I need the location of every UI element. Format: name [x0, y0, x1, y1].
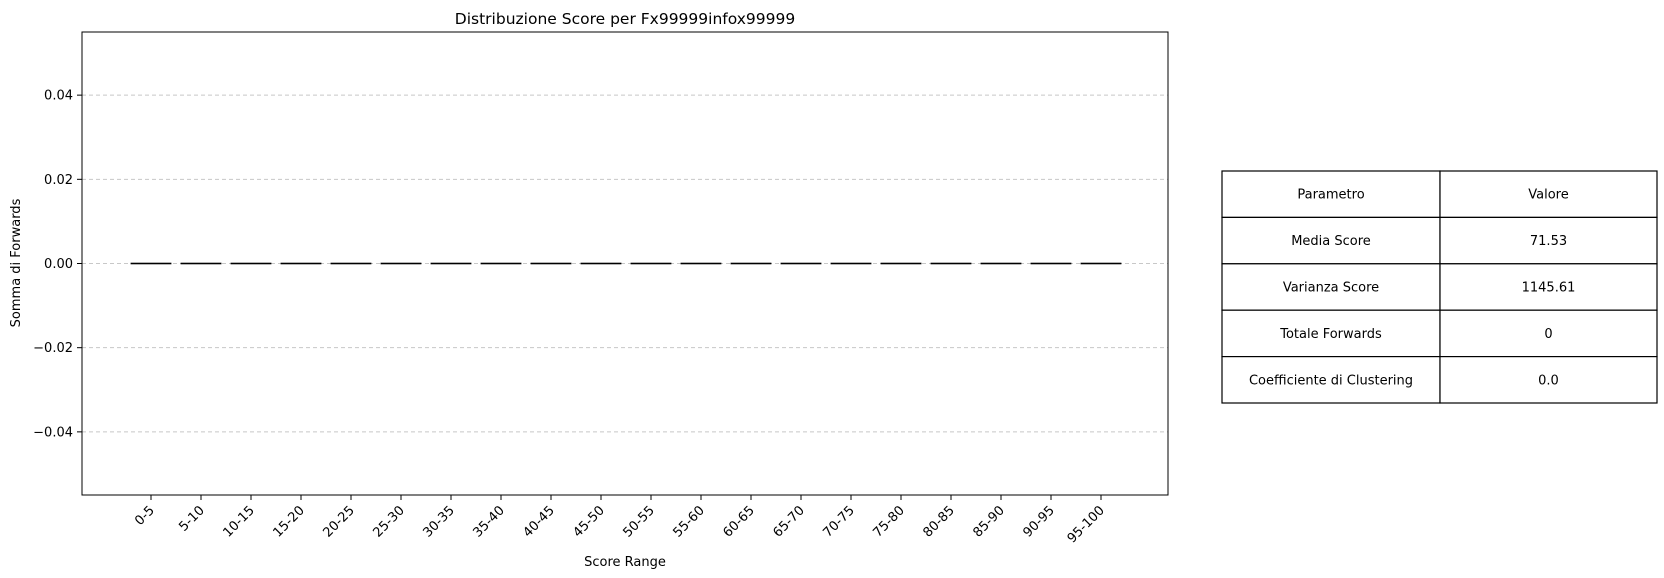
- x-tick-label: 5-10: [176, 503, 207, 534]
- y-tick-label: −0.04: [33, 425, 73, 440]
- table-header-valore: Valore: [1528, 188, 1568, 203]
- bar: [1080, 262, 1122, 265]
- table-param-label: Coefficiente di Clustering: [1249, 373, 1413, 388]
- table-cell: [1221, 263, 1441, 311]
- table-param-label: Media Score: [1291, 234, 1371, 249]
- x-tick-label: 30-35: [421, 503, 458, 540]
- x-tick-label: 90-95: [1021, 503, 1058, 540]
- x-tick-label: 10-15: [221, 503, 258, 540]
- bar: [230, 262, 272, 265]
- bar: [1030, 262, 1072, 265]
- bar: [680, 262, 722, 265]
- bar: [980, 262, 1022, 265]
- stats-table: Parametro Valore Media Score 71.53 Varianza …: [1221, 170, 1658, 404]
- x-tick-label: 80-85: [921, 503, 958, 540]
- table-header-cell: [1221, 170, 1441, 219]
- x-tick-label: 95-100: [1065, 503, 1108, 546]
- y-tick-label: 0.00: [44, 257, 73, 272]
- bar: [480, 262, 522, 265]
- bar: [730, 262, 772, 265]
- x-tick-label: 50-55: [621, 503, 658, 540]
- x-tick-label: 55-60: [671, 503, 708, 540]
- bar: [630, 262, 672, 265]
- y-axis-title: Somma di Forwards: [9, 198, 24, 327]
- table-param-value: 71.53: [1530, 234, 1567, 249]
- bar: [830, 262, 872, 265]
- table-cell: [1221, 216, 1441, 265]
- x-tick-label: 85-90: [971, 503, 1008, 540]
- x-tick-label: 45-50: [571, 503, 608, 540]
- bar: [580, 262, 622, 265]
- x-axis-ticks: 0-5 5-10 10-15 15-20 20-25 25-30 30-35 35-40 40-…: [132, 495, 1108, 546]
- table-cell: [1221, 356, 1441, 404]
- y-tick-label: 0.02: [44, 173, 73, 188]
- bar: [430, 262, 472, 265]
- x-tick-label: 25-30: [371, 503, 408, 540]
- x-tick-label: 0-5: [132, 503, 158, 529]
- x-tick-label: 40-45: [521, 503, 558, 540]
- table-cell: [1439, 309, 1658, 358]
- x-tick-label: 60-65: [721, 503, 758, 540]
- bar: [530, 262, 572, 265]
- bar: [930, 262, 972, 265]
- chart-title: Distribuzione Score per Fx99999infox9999…: [455, 10, 795, 28]
- bar: [280, 262, 322, 265]
- table-cell: [1439, 263, 1658, 311]
- table-param-value: 1145.61: [1522, 281, 1576, 296]
- y-axis-ticks: −0.04 −0.02 0.00 0.02 0.04: [33, 89, 82, 440]
- y-tick-label: 0.04: [44, 89, 73, 104]
- bar: [880, 262, 922, 265]
- x-tick-label: 15-20: [271, 503, 308, 540]
- bar: [780, 262, 822, 265]
- table-param-label: Varianza Score: [1283, 281, 1379, 296]
- x-tick-label: 65-70: [771, 503, 808, 540]
- table-cell: [1221, 309, 1441, 358]
- x-tick-label: 35-40: [471, 503, 508, 540]
- x-tick-label: 75-80: [871, 503, 908, 540]
- table-param-value: 0.0: [1538, 373, 1559, 388]
- bar: [380, 262, 422, 265]
- bar: [330, 262, 372, 265]
- table-header-cell: [1439, 170, 1658, 219]
- table-param-value: 0: [1544, 327, 1552, 342]
- y-tick-label: −0.02: [33, 341, 73, 356]
- bars: [130, 262, 1122, 265]
- table-header-parametro: Parametro: [1297, 188, 1364, 203]
- bar: [180, 262, 222, 265]
- x-axis-title: Score Range: [584, 555, 666, 570]
- x-tick-label: 20-25: [321, 503, 358, 540]
- table-cell: [1439, 216, 1658, 265]
- table-cell: [1439, 356, 1658, 404]
- bar: [130, 262, 172, 265]
- x-tick-label: 70-75: [821, 503, 858, 540]
- table-param-label: Totale Forwards: [1279, 327, 1382, 342]
